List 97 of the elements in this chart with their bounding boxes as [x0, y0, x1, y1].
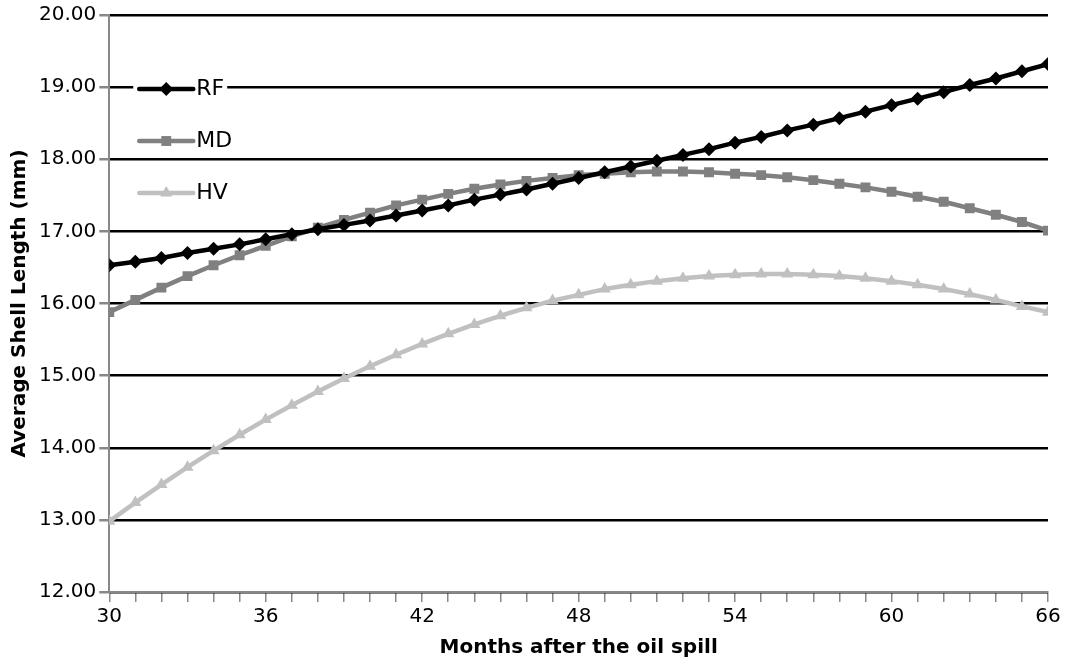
point [832, 111, 847, 126]
legend-label: MD [196, 126, 233, 152]
point [441, 198, 456, 213]
point [833, 269, 846, 280]
point [808, 175, 819, 186]
point [807, 267, 820, 279]
point [363, 213, 378, 228]
point [937, 282, 950, 293]
point [651, 166, 662, 177]
point [990, 209, 1001, 220]
point [755, 266, 768, 278]
point [676, 271, 689, 282]
point [964, 203, 975, 214]
x-tick-label: 54 [722, 603, 748, 628]
point [1016, 217, 1027, 227]
point [206, 241, 221, 256]
point [598, 282, 611, 293]
point [782, 172, 793, 183]
point [182, 271, 193, 282]
point [232, 237, 247, 252]
point [336, 217, 351, 232]
point [910, 91, 925, 106]
y-tick-label: 13.00 [38, 506, 97, 531]
point [493, 187, 508, 202]
y-tick-label: 18.00 [38, 145, 97, 170]
point [624, 277, 637, 289]
point [728, 135, 743, 150]
point [1015, 299, 1028, 310]
point [128, 254, 143, 269]
point [389, 208, 404, 223]
point [806, 117, 821, 132]
y-tick-label: 17.00 [38, 217, 97, 242]
y-tick-label: 16.00 [38, 289, 97, 314]
point [623, 159, 638, 174]
point [417, 194, 428, 205]
point [391, 200, 402, 211]
point [180, 246, 195, 261]
point [677, 166, 688, 177]
point [156, 282, 167, 293]
legend-label: RF [196, 74, 225, 100]
point [911, 277, 924, 289]
point [519, 182, 534, 197]
y-tick-label: 15.00 [38, 361, 97, 386]
y-tick-label: 14.00 [38, 433, 97, 458]
x-tick-label: 36 [252, 603, 279, 628]
point [936, 85, 951, 100]
point [154, 251, 169, 266]
point [702, 269, 716, 280]
y-tick-label: 12.00 [38, 578, 97, 603]
point [310, 222, 325, 237]
point [834, 178, 845, 189]
x-tick-label: 66 [1035, 603, 1061, 628]
point [859, 271, 872, 282]
point [780, 123, 795, 138]
point [572, 287, 585, 299]
point [781, 266, 794, 278]
point [858, 104, 873, 119]
point [702, 142, 717, 157]
point [886, 186, 897, 197]
legend-label: HV [196, 178, 228, 204]
point [704, 167, 714, 178]
point [415, 203, 430, 218]
point [443, 188, 454, 199]
point [756, 170, 767, 181]
x-tick-label: 30 [96, 603, 122, 628]
point [469, 183, 480, 194]
point [962, 77, 977, 92]
x-tick-label: 60 [878, 603, 905, 628]
point [730, 168, 741, 179]
point [963, 287, 976, 298]
point [938, 196, 949, 207]
point [545, 176, 560, 191]
point [675, 147, 690, 162]
y-axis-title: Average Shell Length (mm) [6, 149, 31, 458]
point [885, 274, 898, 285]
x-tick-label: 48 [565, 603, 592, 628]
x-tick-label: 42 [409, 603, 435, 628]
point [650, 274, 663, 285]
point [729, 267, 742, 279]
y-tick-label: 19.00 [38, 73, 97, 98]
point [467, 192, 482, 207]
point [495, 179, 506, 190]
point [989, 292, 1002, 304]
y-tick-label: 20.00 [38, 1, 97, 26]
point [258, 232, 273, 247]
point [860, 182, 871, 193]
point [571, 171, 586, 185]
point [1014, 64, 1029, 79]
point [988, 71, 1003, 86]
x-axis-title: Months after the oil spill [439, 634, 718, 659]
point [234, 250, 245, 261]
point [884, 98, 899, 113]
point [208, 260, 219, 271]
point [284, 227, 299, 242]
point [912, 191, 923, 202]
point [754, 129, 769, 144]
point [130, 294, 141, 305]
